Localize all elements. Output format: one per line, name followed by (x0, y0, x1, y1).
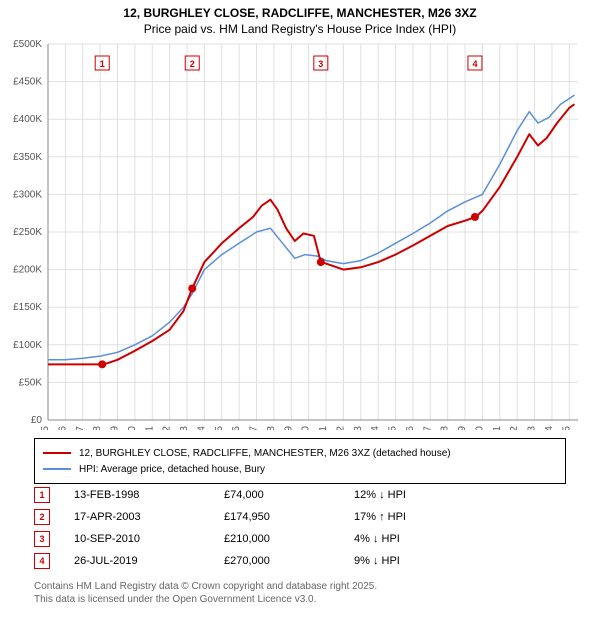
svg-text:1999: 1999 (110, 426, 121, 430)
legend-label: HPI: Average price, detached house, Bury (79, 464, 265, 475)
svg-text:2011: 2011 (318, 426, 329, 430)
svg-text:2004: 2004 (196, 426, 207, 430)
svg-text:2025: 2025 (561, 426, 572, 430)
svg-text:£100K: £100K (13, 340, 42, 351)
sale-price: £74,000 (224, 489, 354, 501)
svg-text:£300K: £300K (13, 189, 42, 200)
svg-text:2003: 2003 (179, 426, 190, 430)
table-row: 1 13-FEB-1998 £74,000 12% ↓ HPI (34, 484, 566, 506)
price-chart: £0 £50K £100K £150K £200K £250K £300K £350K £400… (0, 0, 600, 430)
legend-label: 12, BURGHLEY CLOSE, RADCLIFFE, MANCHESTE… (79, 448, 451, 459)
marker-icon: 2 (34, 509, 50, 525)
svg-text:2016: 2016 (405, 426, 416, 430)
sale-hpi: 4% ↓ HPI (354, 533, 474, 545)
sale-date: 10-SEP-2010 (74, 533, 224, 545)
legend-item: 12, BURGHLEY CLOSE, RADCLIFFE, MANCHESTE… (43, 445, 557, 461)
svg-text:£350K: £350K (13, 152, 42, 163)
svg-text:1998: 1998 (92, 426, 103, 430)
footer: Contains HM Land Registry data © Crown c… (34, 580, 566, 606)
svg-text:1997: 1997 (75, 426, 86, 430)
svg-text:£200K: £200K (13, 265, 42, 276)
svg-text:2018: 2018 (440, 426, 451, 430)
svg-text:£450K: £450K (13, 77, 42, 88)
sale-hpi: 17% ↑ HPI (354, 511, 474, 523)
sales-table: 1 13-FEB-1998 £74,000 12% ↓ HPI 2 17-APR… (34, 484, 566, 572)
svg-text:2013: 2013 (353, 426, 364, 430)
svg-text:£250K: £250K (13, 227, 42, 238)
svg-text:2001: 2001 (144, 426, 155, 430)
legend-swatch (43, 452, 71, 454)
svg-text:2017: 2017 (422, 426, 433, 430)
table-row: 3 10-SEP-2010 £210,000 4% ↓ HPI (34, 528, 566, 550)
svg-text:2007: 2007 (249, 426, 260, 430)
sale-price: £210,000 (224, 533, 354, 545)
svg-text:£400K: £400K (13, 114, 42, 125)
svg-text:£150K: £150K (13, 302, 42, 313)
sale-hpi: 12% ↓ HPI (354, 489, 474, 501)
svg-text:2008: 2008 (266, 426, 277, 430)
marker-icon: 3 (34, 531, 50, 547)
svg-text:2002: 2002 (162, 426, 173, 430)
svg-text:2014: 2014 (370, 426, 381, 430)
svg-text:2021: 2021 (492, 426, 503, 430)
svg-text:3: 3 (318, 59, 323, 69)
svg-text:2009: 2009 (283, 426, 294, 430)
svg-text:1: 1 (100, 59, 105, 69)
marker-icon: 4 (34, 553, 50, 569)
svg-text:2015: 2015 (388, 426, 399, 430)
svg-text:2: 2 (190, 59, 195, 69)
sale-price: £174,950 (224, 511, 354, 523)
svg-text:2024: 2024 (544, 426, 555, 430)
sale-date: 17-APR-2003 (74, 511, 224, 523)
svg-text:2010: 2010 (301, 426, 312, 430)
table-row: 4 26-JUL-2019 £270,000 9% ↓ HPI (34, 550, 566, 572)
marker-icon: 1 (34, 487, 50, 503)
svg-text:£500K: £500K (13, 39, 42, 50)
legend-item: HPI: Average price, detached house, Bury (43, 461, 557, 477)
svg-text:2023: 2023 (527, 426, 538, 430)
sale-date: 13-FEB-1998 (74, 489, 224, 501)
svg-text:2019: 2019 (457, 426, 468, 430)
svg-text:2005: 2005 (214, 426, 225, 430)
table-row: 2 17-APR-2003 £174,950 17% ↑ HPI (34, 506, 566, 528)
svg-text:4: 4 (472, 59, 477, 69)
svg-text:2020: 2020 (474, 426, 485, 430)
svg-text:1996: 1996 (57, 426, 68, 430)
svg-text:£50K: £50K (19, 377, 43, 388)
sale-price: £270,000 (224, 555, 354, 567)
legend: 12, BURGHLEY CLOSE, RADCLIFFE, MANCHESTE… (34, 438, 566, 484)
svg-text:2000: 2000 (127, 426, 138, 430)
footer-line: Contains HM Land Registry data © Crown c… (34, 580, 566, 593)
sale-date: 26-JUL-2019 (74, 555, 224, 567)
sale-hpi: 9% ↓ HPI (354, 555, 474, 567)
svg-text:2012: 2012 (335, 426, 346, 430)
footer-line: This data is licensed under the Open Gov… (34, 593, 566, 606)
legend-swatch (43, 468, 71, 470)
svg-text:2006: 2006 (231, 426, 242, 430)
svg-text:1995: 1995 (40, 426, 51, 430)
svg-text:£0: £0 (31, 415, 43, 426)
svg-text:2022: 2022 (509, 426, 520, 430)
